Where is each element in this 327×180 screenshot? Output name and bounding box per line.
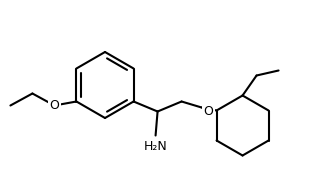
Text: O: O bbox=[204, 105, 214, 118]
Text: O: O bbox=[49, 99, 60, 112]
Text: H₂N: H₂N bbox=[144, 140, 167, 152]
